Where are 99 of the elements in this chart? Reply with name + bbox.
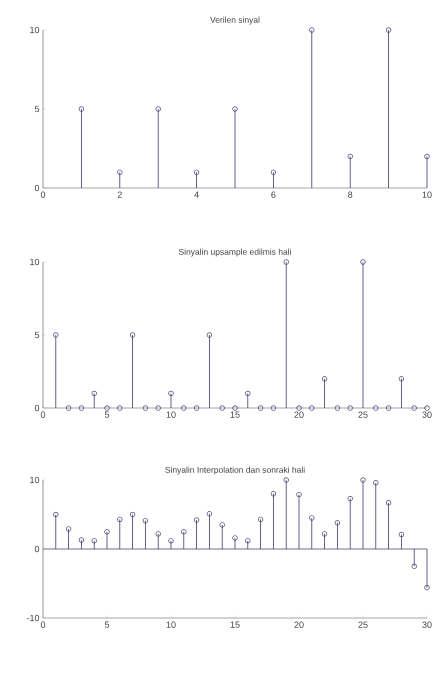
point [309,515,314,521]
point [348,154,353,160]
point [296,405,302,411]
point [258,405,264,411]
point [360,477,366,483]
point [92,538,97,544]
point [296,492,302,498]
point [92,390,97,396]
point [194,517,200,523]
point [156,531,161,536]
point [334,520,340,526]
point [270,491,276,496]
point [78,537,84,543]
point [66,526,72,532]
point [220,522,225,528]
point [360,259,366,265]
x-tick-label: 0 [40,622,46,628]
point [206,511,212,516]
point [373,405,378,411]
point [386,27,392,33]
chart-title: Sinyalin Interpolation dan sonraki hali [165,466,305,475]
x-tick-label: 10 [166,622,176,628]
point [309,405,314,411]
point [53,332,58,338]
point [156,106,161,112]
x-tick-label: 2 [118,192,122,198]
point [412,405,417,411]
point [220,405,225,411]
x-tick-label: 6 [271,192,276,198]
y-tick-label: 10 [30,476,40,484]
point [181,529,186,534]
point [245,538,250,544]
x-tick-label: 30 [422,412,432,418]
point [232,106,238,112]
point [104,529,110,534]
x-tick-label: 20 [294,412,304,418]
y-tick-label: 5 [34,106,40,112]
x-tick-label: 4 [194,192,199,198]
x-tick-label: 0 [40,412,46,418]
chart-title: Verilen sinyal [210,16,260,25]
point [194,405,200,411]
point [104,405,110,411]
x-tick-label: 5 [104,622,110,628]
point [130,512,136,518]
point [386,405,392,411]
point [232,405,238,411]
point [78,106,84,112]
point [117,170,122,175]
point [309,27,314,33]
point [142,518,148,524]
point [322,531,328,536]
point [142,405,148,411]
point [206,332,212,338]
y-tick-label: 10 [30,26,40,34]
point [232,535,238,541]
x-tick-label: 20 [294,622,304,628]
point [334,405,340,411]
x-tick-label: 10 [166,412,176,418]
x-tick-label: 0 [40,192,46,198]
point [78,405,84,411]
point [284,477,289,483]
point [245,390,250,396]
x-tick-label: 25 [358,622,368,628]
point [53,512,58,518]
point [284,259,289,265]
point [168,538,174,544]
point [398,532,404,538]
x-tick-label: 30 [422,622,432,628]
point [398,376,404,382]
y-tick-label: 0 [34,404,40,412]
point [270,170,276,175]
point [117,405,122,411]
point [373,480,378,486]
point [348,496,353,502]
point [117,516,122,522]
y-tick-label: 10 [30,258,40,266]
y-tick-label: -10 [26,614,40,622]
x-tick-label: 10 [422,192,432,198]
point [194,170,200,175]
point [386,500,392,506]
y-tick-label: 0 [34,546,40,552]
point [348,405,353,411]
point [412,564,417,569]
x-tick-label: 25 [358,412,368,418]
y-tick-label: 5 [34,332,40,338]
point [156,405,161,411]
y-tick-label: 0 [34,184,40,192]
x-tick-label: 15 [230,412,240,418]
x-tick-label: 8 [348,192,352,198]
x-tick-label: 15 [230,622,240,628]
point [66,405,72,411]
point [270,405,276,411]
point [181,405,186,411]
chart-title: Sinyalin upsample edilmis hali [178,248,291,257]
point [322,376,328,382]
point [130,332,136,338]
point [258,516,264,522]
point [168,390,174,396]
x-tick-label: 5 [104,412,110,418]
